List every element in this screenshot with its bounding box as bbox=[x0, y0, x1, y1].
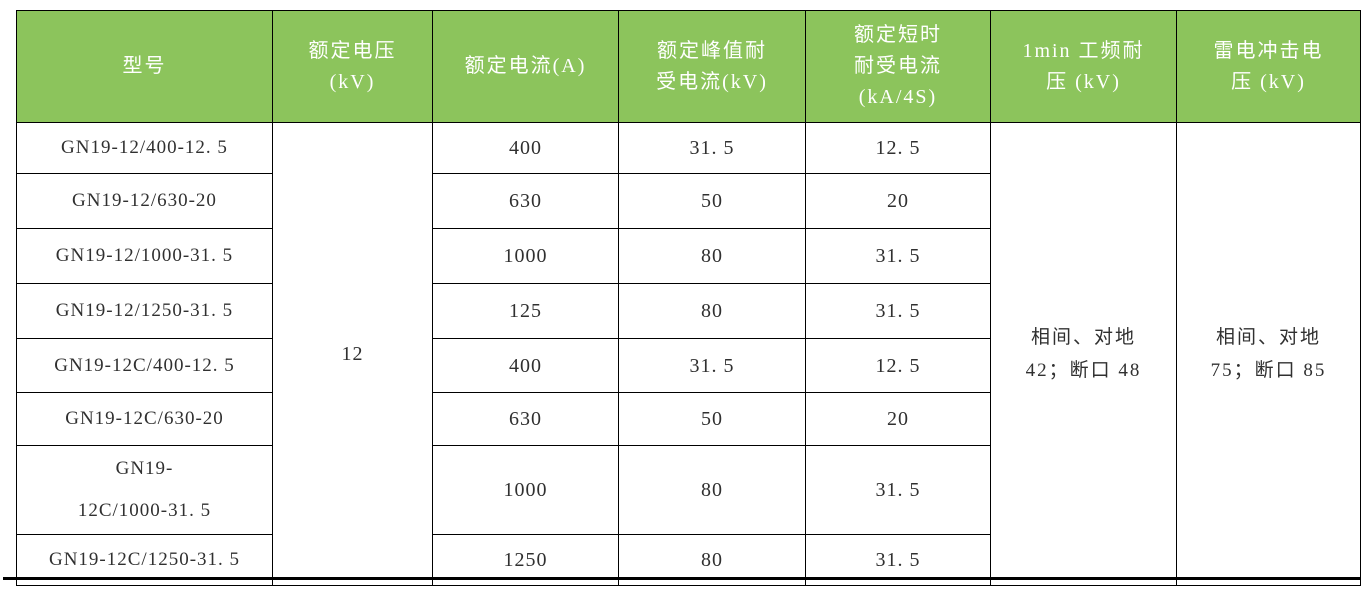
model-cell: GN19-12C/1250-31. 5 bbox=[16, 533, 273, 586]
bottom-rule-divider bbox=[3, 577, 1360, 580]
short-time-withstand-cell: 31. 5 bbox=[805, 228, 991, 284]
peak-withstand-cell: 80 bbox=[618, 283, 806, 339]
table-row: GN19-12/400-12. 5 12 400 31. 5 12. 5 相间、… bbox=[16, 122, 1361, 586]
peak-withstand-cell: 80 bbox=[618, 228, 806, 284]
rated-current-cell: 1000 bbox=[432, 228, 619, 284]
short-time-withstand-cell: 31. 5 bbox=[805, 283, 991, 339]
short-time-withstand-cell: 31. 5 bbox=[805, 533, 991, 586]
rated-current-cell: 1250 bbox=[432, 533, 619, 586]
rated-current-cell: 630 bbox=[432, 173, 619, 229]
short-time-withstand-cell: 12. 5 bbox=[805, 122, 991, 174]
table-row: GN19-12C/630-20 630 50 20 bbox=[16, 392, 1361, 446]
peak-withstand-cell: 31. 5 bbox=[618, 338, 806, 393]
lightning-impulse-merged-cell: 相间、对地 75；断口 85 bbox=[1176, 122, 1361, 586]
table-row: GN19-12/630-20 630 50 20 bbox=[16, 173, 1361, 229]
rated-current-cell: 630 bbox=[432, 392, 619, 446]
header-lightning-impulse-voltage: 雷电冲击电 压 (kV) bbox=[1176, 10, 1361, 123]
table-row: GN19-12/1250-31. 5 125 80 31. 5 bbox=[16, 283, 1361, 339]
peak-withstand-cell: 50 bbox=[618, 392, 806, 446]
short-time-withstand-cell: 12. 5 bbox=[805, 338, 991, 393]
peak-withstand-cell: 50 bbox=[618, 173, 806, 229]
spec-table: 型号 额定电压 (kV) 额定电流(A) 额定峰值耐 受电流(kV) 额定短时 … bbox=[16, 10, 1361, 586]
rated-current-cell: 1000 bbox=[432, 445, 619, 535]
table-row: GN19-12C/1250-31. 5 1250 80 31. 5 bbox=[16, 533, 1361, 586]
rated-current-cell: 400 bbox=[432, 122, 619, 174]
model-cell: GN19-12/1250-31. 5 bbox=[16, 283, 273, 339]
model-cell: GN19-12/1000-31. 5 bbox=[16, 228, 273, 284]
header-peak-withstand-current: 额定峰值耐 受电流(kV) bbox=[618, 10, 806, 123]
short-time-withstand-cell: 20 bbox=[805, 392, 991, 446]
short-time-withstand-cell: 20 bbox=[805, 173, 991, 229]
header-model: 型号 bbox=[16, 10, 273, 123]
model-cell: GN19-12/400-12. 5 bbox=[16, 122, 273, 174]
rated-voltage-merged-cell: 12 bbox=[272, 122, 433, 586]
header-rated-voltage: 额定电压 (kV) bbox=[272, 10, 433, 123]
rated-current-cell: 400 bbox=[432, 338, 619, 393]
short-time-withstand-cell: 31. 5 bbox=[805, 445, 991, 535]
model-cell: GN19-12C/630-20 bbox=[16, 392, 273, 446]
header-rated-current: 额定电流(A) bbox=[432, 10, 619, 123]
table-row: GN19-12/1000-31. 5 1000 80 31. 5 bbox=[16, 228, 1361, 284]
peak-withstand-cell: 31. 5 bbox=[618, 122, 806, 174]
model-cell: GN19- 12C/1000-31. 5 bbox=[16, 445, 273, 535]
peak-withstand-cell: 80 bbox=[618, 445, 806, 535]
table-row: GN19-12C/400-12. 5 400 31. 5 12. 5 bbox=[16, 338, 1361, 393]
model-cell: GN19-12C/400-12. 5 bbox=[16, 338, 273, 393]
header-row: 型号 额定电压 (kV) 额定电流(A) 额定峰值耐 受电流(kV) 额定短时 … bbox=[16, 10, 1361, 123]
power-frequency-withstand-merged-cell: 相间、对地 42；断口 48 bbox=[990, 122, 1177, 586]
model-cell: GN19-12/630-20 bbox=[16, 173, 273, 229]
header-short-time-withstand-current: 额定短时 耐受电流 (kA/4S) bbox=[805, 10, 991, 123]
header-power-frequency-withstand: 1min 工频耐 压 (kV) bbox=[990, 10, 1177, 123]
rated-current-cell: 125 bbox=[432, 283, 619, 339]
